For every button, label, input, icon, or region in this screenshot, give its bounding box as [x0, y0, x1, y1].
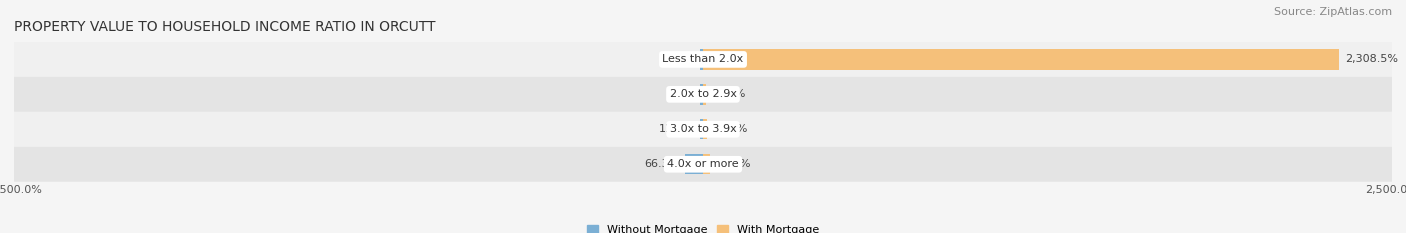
Text: 2.0x to 2.9x: 2.0x to 2.9x [669, 89, 737, 99]
Text: 15.9%: 15.9% [713, 124, 748, 134]
Legend: Without Mortgage, With Mortgage: Without Mortgage, With Mortgage [582, 220, 824, 233]
FancyBboxPatch shape [14, 77, 1392, 112]
Bar [703, 84, 706, 105]
Text: 4.0x or more: 4.0x or more [668, 159, 738, 169]
Bar [703, 154, 710, 174]
Text: 3.0x to 3.9x: 3.0x to 3.9x [669, 124, 737, 134]
Bar [703, 119, 707, 139]
Bar [700, 49, 703, 69]
Text: Less than 2.0x: Less than 2.0x [662, 55, 744, 64]
Text: 11.5%: 11.5% [659, 124, 695, 134]
FancyBboxPatch shape [14, 147, 1392, 182]
Text: 25.8%: 25.8% [716, 159, 751, 169]
FancyBboxPatch shape [14, 112, 1392, 147]
Bar [685, 154, 703, 174]
Bar [700, 119, 703, 139]
Text: 2,308.5%: 2,308.5% [1344, 55, 1398, 64]
Text: Source: ZipAtlas.com: Source: ZipAtlas.com [1274, 7, 1392, 17]
Text: 10.2%: 10.2% [711, 89, 747, 99]
Text: PROPERTY VALUE TO HOUSEHOLD INCOME RATIO IN ORCUTT: PROPERTY VALUE TO HOUSEHOLD INCOME RATIO… [14, 20, 436, 34]
Bar [700, 84, 703, 105]
FancyBboxPatch shape [14, 42, 1392, 77]
Bar [703, 49, 1339, 69]
Text: 9.5%: 9.5% [666, 89, 695, 99]
Text: 12.1%: 12.1% [659, 55, 695, 64]
Text: 66.3%: 66.3% [644, 159, 679, 169]
